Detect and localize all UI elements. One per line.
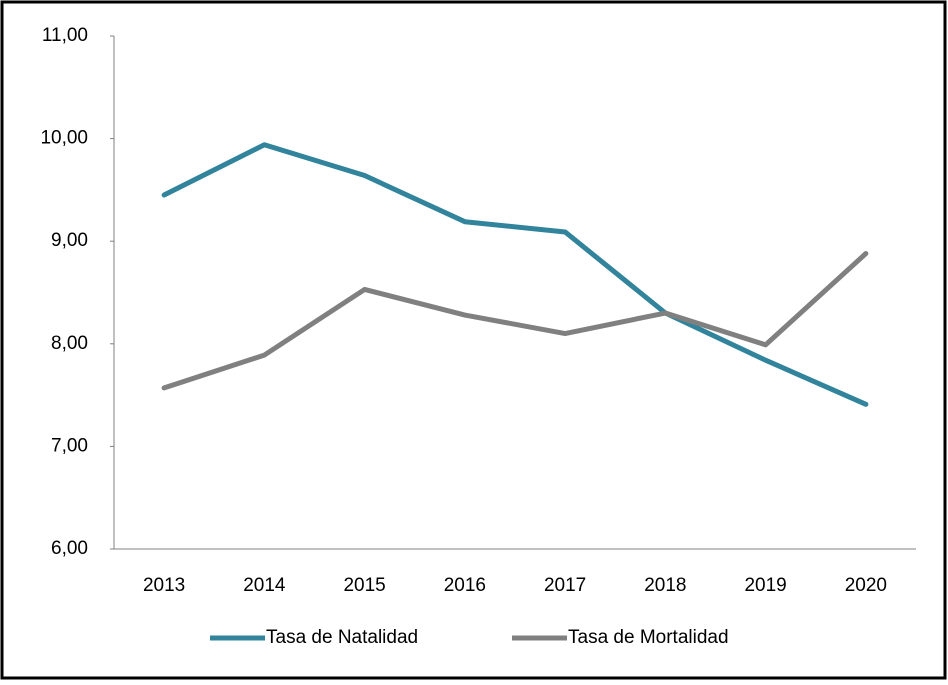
line-series	[161, 142, 869, 407]
x-tick-label: 2018	[644, 575, 686, 596]
x-tick-label: 2019	[744, 575, 786, 596]
y-tick-label: 7,00	[51, 435, 88, 456]
y-tick-label: 11,00	[42, 25, 88, 46]
x-tick-label: 2016	[444, 575, 486, 596]
y-tick-label: 6,00	[51, 538, 88, 559]
legend-label: Tasa de Mortalidad	[568, 627, 729, 648]
x-tick-label: 2020	[845, 575, 887, 596]
x-tick-label: 2013	[143, 575, 185, 596]
y-tick-label: 8,00	[51, 333, 88, 354]
y-tick-label: 10,00	[40, 128, 88, 149]
x-tick-label: 2014	[243, 575, 286, 596]
x-tick-label: 2015	[343, 575, 385, 596]
x-tick-label: 2017	[544, 575, 586, 596]
legend-label: Tasa de Natalidad	[266, 627, 418, 648]
line-series	[161, 251, 869, 391]
y-tick-label: 9,00	[51, 230, 88, 251]
